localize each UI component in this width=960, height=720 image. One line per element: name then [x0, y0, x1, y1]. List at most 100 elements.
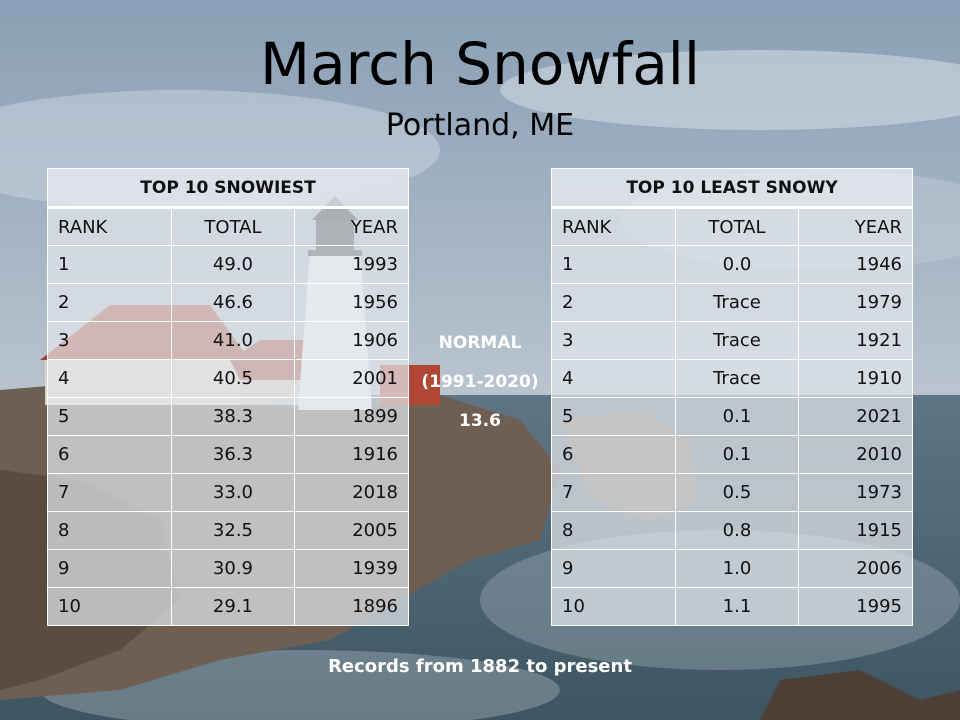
least-snowy-row: 10 1.1 1995: [551, 587, 913, 626]
year-cell: 2018: [294, 473, 409, 512]
total-cell: 40.5: [170, 359, 296, 398]
snowiest-table-body: RANK TOTAL YEAR 1 49.0 1993 2 46.6 1956 3 41.0 1…: [47, 207, 409, 626]
column-header-total: TOTAL: [674, 207, 800, 246]
rank-cell: 3: [47, 321, 172, 360]
year-cell: 2010: [798, 435, 913, 474]
least-snowy-row: 4 Trace 1910: [551, 359, 913, 398]
total-cell: 38.3: [170, 397, 296, 436]
rank-cell: 5: [47, 397, 172, 436]
total-cell: 29.1: [170, 587, 296, 626]
least-snowy-row: 8 0.8 1915: [551, 511, 913, 550]
normal-value: 13.6: [459, 411, 501, 431]
snowiest-row: 8 32.5 2005: [47, 511, 409, 550]
total-cell: 0.1: [674, 435, 800, 474]
snowiest-header-row: RANK TOTAL YEAR: [47, 207, 409, 246]
least-snowy-row: 7 0.5 1973: [551, 473, 913, 512]
normal-period: (1991-2020): [421, 372, 539, 392]
snowiest-row: 2 46.6 1956: [47, 283, 409, 322]
year-cell: 1946: [798, 245, 913, 284]
total-cell: Trace: [674, 283, 800, 322]
total-cell: 36.3: [170, 435, 296, 474]
snowiest-row: 7 33.0 2018: [47, 473, 409, 512]
year-cell: 1906: [294, 321, 409, 360]
page-title: March Snowfall: [260, 30, 700, 98]
rank-cell: 5: [551, 397, 676, 436]
year-cell: 1915: [798, 511, 913, 550]
least-snowy-table-heading: TOP 10 LEAST SNOWY: [551, 168, 913, 209]
rank-cell: 2: [47, 283, 172, 322]
total-cell: 0.1: [674, 397, 800, 436]
rank-cell: 9: [551, 549, 676, 588]
rank-cell: 6: [551, 435, 676, 474]
total-cell: 30.9: [170, 549, 296, 588]
total-cell: 0.0: [674, 245, 800, 284]
year-cell: 1956: [294, 283, 409, 322]
total-cell: Trace: [674, 359, 800, 398]
year-cell: 1910: [798, 359, 913, 398]
rank-cell: 7: [47, 473, 172, 512]
rank-cell: 2: [551, 283, 676, 322]
rank-cell: 3: [551, 321, 676, 360]
snowiest-row: 4 40.5 2001: [47, 359, 409, 398]
year-cell: 1939: [294, 549, 409, 588]
snowiest-row: 3 41.0 1906: [47, 321, 409, 360]
year-cell: 1995: [798, 587, 913, 626]
least-snowy-row: 9 1.0 2006: [551, 549, 913, 588]
snowiest-row: 10 29.1 1896: [47, 587, 409, 626]
normal-label: NORMAL: [438, 333, 522, 353]
year-cell: 2021: [798, 397, 913, 436]
rank-cell: 1: [551, 245, 676, 284]
total-cell: 32.5: [170, 511, 296, 550]
least-snowy-header-row: RANK TOTAL YEAR: [551, 207, 913, 246]
rank-cell: 1: [47, 245, 172, 284]
total-cell: 33.0: [170, 473, 296, 512]
year-cell: 1979: [798, 283, 913, 322]
rank-cell: 7: [551, 473, 676, 512]
year-cell: 2006: [798, 549, 913, 588]
rank-cell: 6: [47, 435, 172, 474]
page-subtitle: Portland, ME: [385, 108, 575, 143]
column-header-total: TOTAL: [170, 207, 296, 246]
column-header-year: YEAR: [294, 207, 409, 246]
least-snowy-row: 5 0.1 2021: [551, 397, 913, 436]
year-cell: 1973: [798, 473, 913, 512]
rank-cell: 10: [47, 587, 172, 626]
least-snowy-row: 3 Trace 1921: [551, 321, 913, 360]
column-header-rank: RANK: [47, 207, 172, 246]
total-cell: 1.1: [674, 587, 800, 626]
total-cell: 0.8: [674, 511, 800, 550]
rank-cell: 4: [551, 359, 676, 398]
snowiest-row: 6 36.3 1916: [47, 435, 409, 474]
least-snowy-table: TOP 10 LEAST SNOWY RANK TOTAL YEAR 1 0.0 1…: [551, 168, 913, 626]
rank-cell: 9: [47, 549, 172, 588]
rank-cell: 10: [551, 587, 676, 626]
least-snowy-table-body: RANK TOTAL YEAR 1 0.0 1946 2 Trace 1979 3 Trace…: [551, 207, 913, 626]
rank-cell: 8: [47, 511, 172, 550]
snowiest-row: 1 49.0 1993: [47, 245, 409, 284]
snowiest-table: TOP 10 SNOWIEST RANK TOTAL YEAR 1 49.0 199…: [47, 168, 409, 626]
column-header-rank: RANK: [551, 207, 676, 246]
least-snowy-row: 2 Trace 1979: [551, 283, 913, 322]
total-cell: 49.0: [170, 245, 296, 284]
snowiest-row: 5 38.3 1899: [47, 397, 409, 436]
total-cell: 46.6: [170, 283, 296, 322]
year-cell: 1993: [294, 245, 409, 284]
rank-cell: 4: [47, 359, 172, 398]
year-cell: 1921: [798, 321, 913, 360]
year-cell: 1896: [294, 587, 409, 626]
year-cell: 2001: [294, 359, 409, 398]
least-snowy-row: 1 0.0 1946: [551, 245, 913, 284]
year-cell: 1916: [294, 435, 409, 474]
year-cell: 2005: [294, 511, 409, 550]
snowiest-row: 9 30.9 1939: [47, 549, 409, 588]
least-snowy-row: 6 0.1 2010: [551, 435, 913, 474]
total-cell: Trace: [674, 321, 800, 360]
year-cell: 1899: [294, 397, 409, 436]
snowiest-table-heading: TOP 10 SNOWIEST: [47, 168, 409, 209]
total-cell: 1.0: [674, 549, 800, 588]
total-cell: 41.0: [170, 321, 296, 360]
column-header-year: YEAR: [798, 207, 913, 246]
total-cell: 0.5: [674, 473, 800, 512]
records-note: Records from 1882 to present: [328, 656, 632, 677]
rank-cell: 8: [551, 511, 676, 550]
